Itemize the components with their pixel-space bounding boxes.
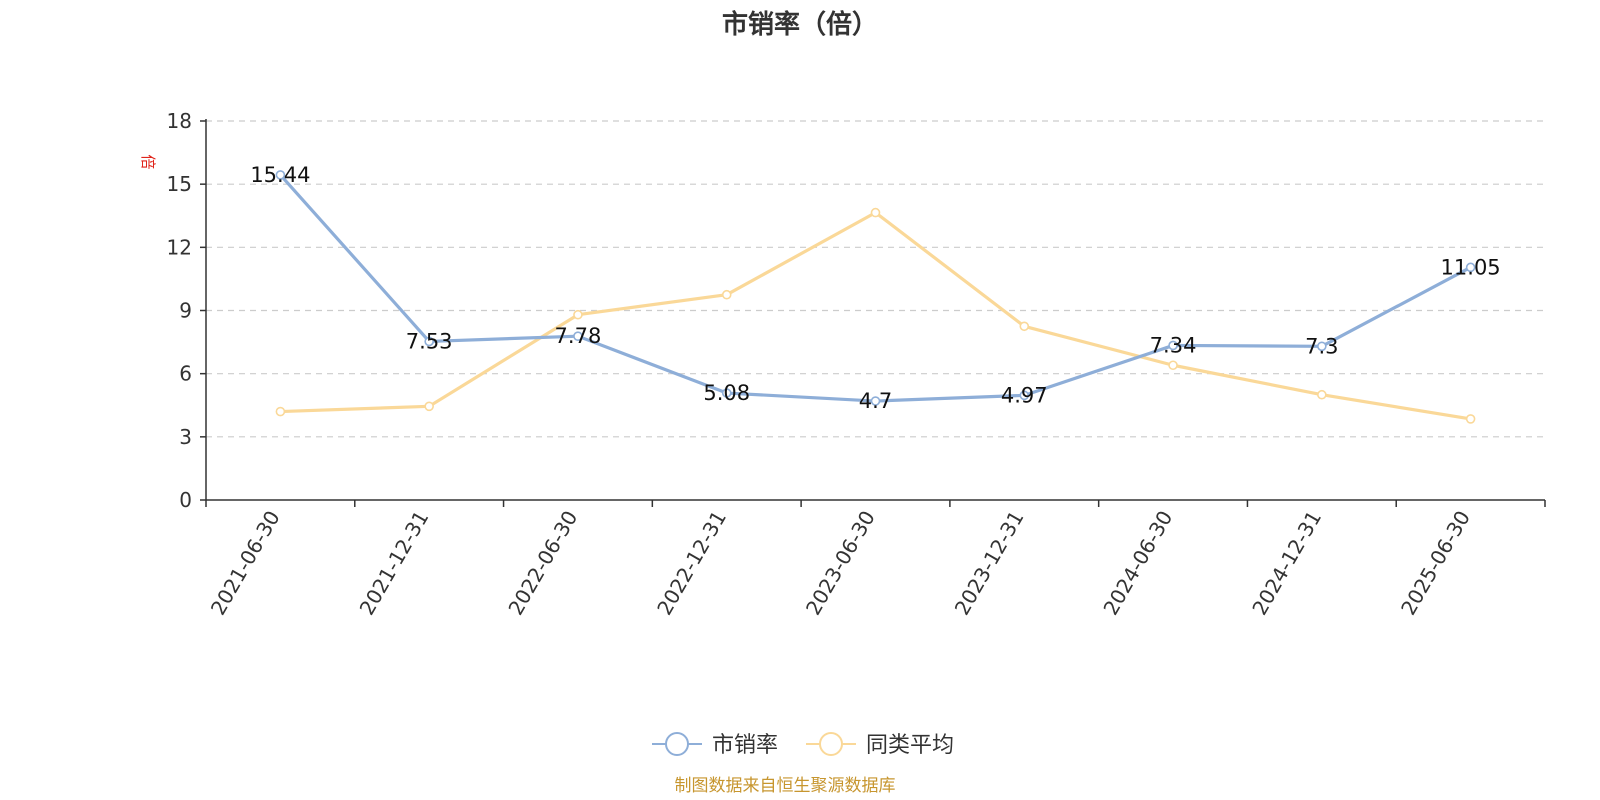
legend-marker	[665, 732, 689, 756]
data-point[interactable]	[1019, 390, 1030, 401]
data-label: 7.53	[406, 329, 453, 353]
x-tick-label: 2021-06-30	[206, 507, 285, 620]
data-label: 5.08	[703, 381, 750, 405]
y-tick-label: 9	[179, 299, 192, 323]
legend-marker	[819, 732, 843, 756]
gridlines	[206, 120, 1545, 438]
data-label: 7.78	[555, 324, 602, 348]
data-label: 15.44	[250, 163, 310, 187]
data-point[interactable]	[1019, 321, 1030, 332]
data-point[interactable]	[573, 309, 583, 320]
x-tick-label: 2025-06-30	[1396, 507, 1475, 620]
x-tick-label: 2023-06-30	[801, 507, 880, 620]
data-label: 4.7	[859, 389, 892, 413]
data-point[interactable]	[870, 207, 881, 218]
y-tick-label: 15	[167, 172, 192, 196]
legend-label: 市销率	[712, 733, 778, 758]
data-label: 4.97	[1001, 383, 1048, 407]
y-tick-label: 3	[179, 425, 192, 449]
data-point[interactable]	[275, 170, 286, 180]
x-tick-label: 2021-12-31	[355, 506, 434, 619]
axes: 0 3 6 9 12 15 18 2021-06-30 2021-12-31 2022-06-30…	[167, 109, 1546, 620]
series-line-1	[280, 210, 1471, 421]
x-tick-label: 2024-06-30	[1098, 507, 1177, 620]
series-layer	[275, 170, 1476, 424]
y-tick-label: 0	[179, 488, 192, 512]
legend-label: 同类平均	[866, 733, 954, 758]
data-point[interactable]	[721, 289, 732, 300]
data-point[interactable]	[1465, 262, 1476, 273]
y-tick-label: 6	[179, 362, 192, 386]
data-point[interactable]	[1465, 414, 1476, 424]
x-tick-label: 2024-12-31	[1247, 507, 1326, 620]
x-tick-label: 2022-06-30	[503, 507, 582, 620]
data-point[interactable]	[573, 331, 583, 341]
data-point[interactable]	[870, 396, 881, 406]
data-label: 7.34	[1150, 333, 1197, 357]
legend[interactable]: 市销率 同类平均	[652, 732, 954, 758]
legend-item-0[interactable]: 市销率	[652, 732, 778, 758]
data-point[interactable]	[1317, 389, 1327, 400]
source-note: 制图数据来自恒生聚源数据库	[675, 776, 896, 796]
data-labels: 15.44 7.53 7.78 5.08 4.7 4.97 7.34 7.3 11.05	[250, 163, 1500, 413]
y-tick-label: 18	[167, 109, 192, 133]
x-tick-label: 2022-12-31	[652, 507, 731, 620]
data-point[interactable]	[721, 388, 732, 398]
data-label: 11.05	[1441, 255, 1501, 279]
data-point[interactable]	[1317, 341, 1327, 352]
chart-title: 市销率（倍）	[722, 9, 878, 40]
y-tick-label: 12	[167, 235, 192, 259]
legend-item-1[interactable]: 同类平均	[806, 732, 954, 758]
data-point[interactable]	[1168, 360, 1178, 371]
data-point[interactable]	[1168, 340, 1178, 351]
data-point[interactable]	[424, 401, 434, 412]
data-point[interactable]	[275, 406, 286, 417]
y-axis-unit: 倍	[139, 154, 157, 169]
data-point[interactable]	[424, 336, 434, 347]
data-label: 7.3	[1305, 334, 1338, 358]
x-tick-label: 2023-12-31	[950, 507, 1029, 620]
